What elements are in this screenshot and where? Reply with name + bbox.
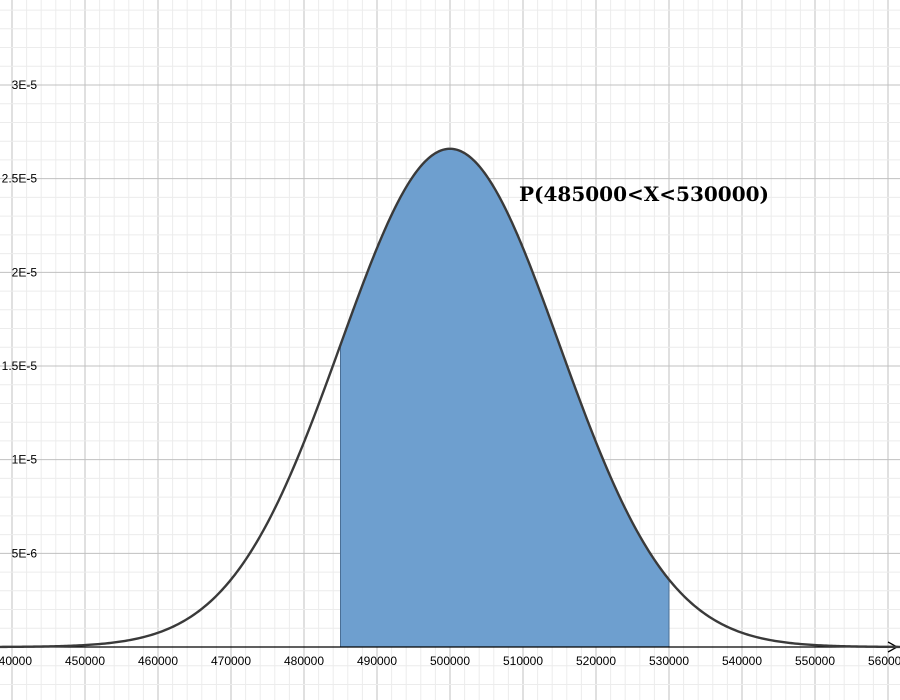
x-tick-label: 520000 bbox=[576, 654, 616, 668]
tick-labels: 440000 450000 460000 470000 480000 490000 5000… bbox=[0, 78, 900, 668]
y-tick-label: 3E-5 bbox=[12, 78, 38, 92]
x-tick-label: 550000 bbox=[795, 654, 835, 668]
y-tick-label: 1.5E-5 bbox=[2, 359, 38, 373]
y-tick-label: 2E-5 bbox=[12, 265, 38, 279]
x-tick-label: 530000 bbox=[649, 654, 689, 668]
x-tick-label: 480000 bbox=[284, 654, 324, 668]
x-tick-label: 500000 bbox=[430, 654, 470, 668]
x-tick-label: 460000 bbox=[138, 654, 178, 668]
y-tick-label: 1E-5 bbox=[12, 453, 38, 467]
x-tick-label: 560000 bbox=[868, 654, 900, 668]
y-tick-label: 2.5E-5 bbox=[2, 172, 38, 186]
x-tick-label: 470000 bbox=[211, 654, 251, 668]
x-tick-label: 450000 bbox=[65, 654, 105, 668]
x-tick-label: 490000 bbox=[357, 654, 397, 668]
density-curve bbox=[0, 147, 900, 649]
shaded-area-group bbox=[340, 148, 670, 648]
x-tick-label: 510000 bbox=[503, 654, 543, 668]
probability-annotation: P(485000<X<530000) bbox=[519, 182, 769, 206]
y-tick-label: 5E-6 bbox=[12, 546, 38, 560]
x-tick-label: 440000 bbox=[0, 654, 32, 668]
x-tick-label: 540000 bbox=[722, 654, 762, 668]
curve-group bbox=[0, 147, 900, 649]
shaded-probability-area bbox=[340, 148, 670, 648]
